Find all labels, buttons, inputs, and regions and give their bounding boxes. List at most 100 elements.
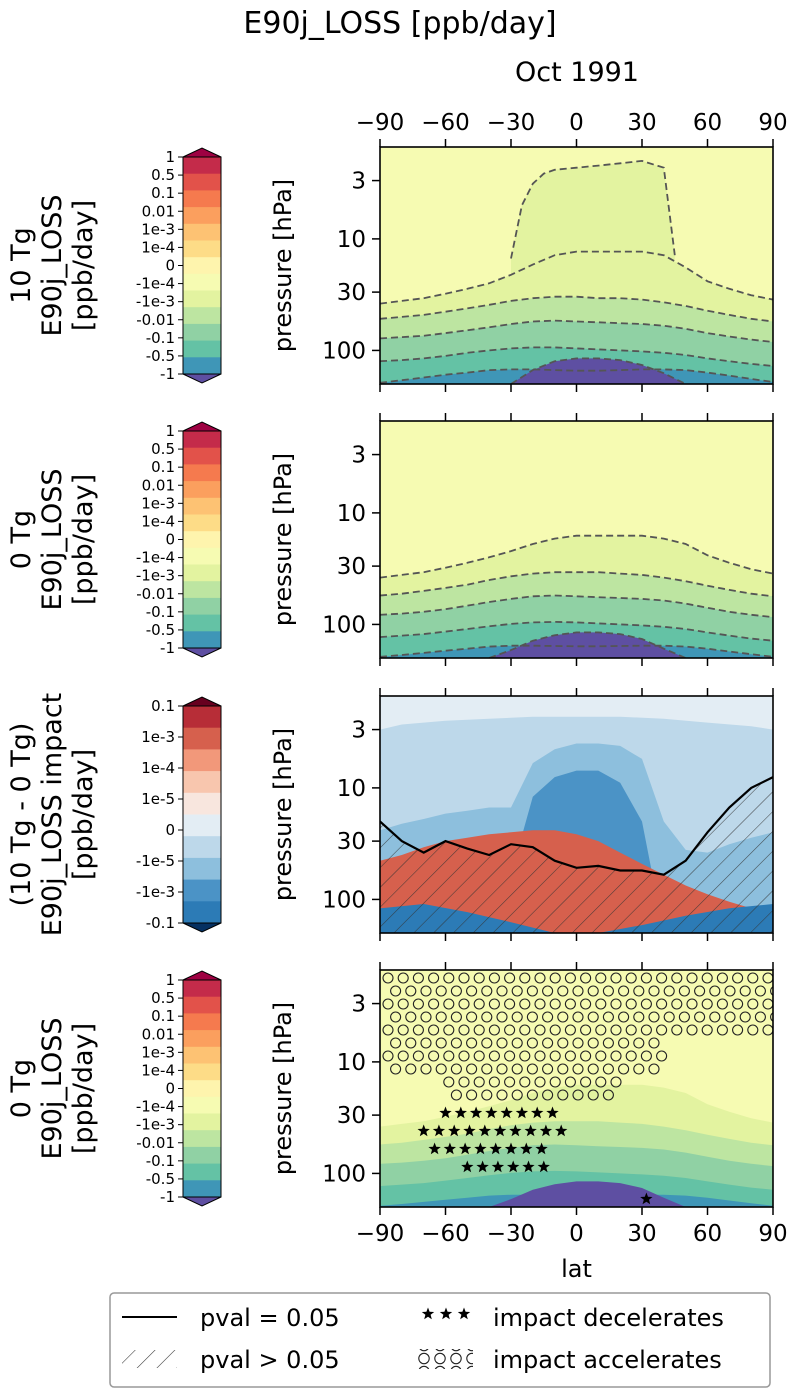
accelerate-marker [595, 1024, 607, 1036]
decelerate-marker [500, 1106, 513, 1119]
y-tick-label: 10 [337, 227, 366, 253]
legend-label-pval-hatch: pval > 0.05 [200, 1346, 340, 1374]
colorbar-tick-label: -0.1 [146, 914, 175, 932]
colorbar-level [183, 273, 221, 291]
figure-title: E90j_LOSS [ppb/day] [243, 6, 556, 41]
accelerate-marker [473, 1050, 485, 1062]
accelerate-marker [724, 1011, 736, 1023]
accelerate-marker [618, 1037, 630, 1049]
row-label-line: E90j_LOSS [37, 468, 68, 610]
decelerate-marker [531, 1106, 544, 1119]
accelerate-marker [466, 1089, 478, 1101]
accelerate-marker [602, 1089, 614, 1101]
accelerate-marker [435, 1063, 447, 1075]
panel-3-plot-area [380, 696, 773, 933]
decelerate-marker [535, 1142, 548, 1155]
accelerate-marker [473, 1076, 485, 1088]
legend-star-swatch [421, 1307, 471, 1320]
accelerate-marker [762, 972, 773, 984]
accelerate-marker [473, 998, 485, 1010]
accelerate-marker [481, 985, 493, 997]
accelerate-marker [678, 1011, 690, 1023]
legend-circle-swatch [418, 1349, 473, 1369]
accelerate-marker [633, 1063, 645, 1075]
decelerate-marker [507, 1160, 520, 1173]
accelerate-marker [732, 972, 744, 984]
accelerate-marker [580, 1024, 592, 1036]
colorbar-level [183, 307, 221, 325]
colorbar-level [183, 431, 221, 449]
accelerate-marker [496, 1011, 508, 1023]
colorbar-level [183, 836, 221, 859]
accelerate-marker [686, 998, 698, 1010]
accelerate-marker [420, 1011, 432, 1023]
panel-3-colorbar: 0.1 1e-3 1e-4 1e-5 0 -1e-5 -1e-3 -0.1 [136, 696, 222, 933]
colorbar-tick-label: -1e-3 [136, 1116, 175, 1134]
accelerate-marker [724, 985, 736, 997]
accelerate-marker [739, 985, 751, 997]
colorbar-tick-label: 0.5 [151, 989, 175, 1007]
accelerate-marker [458, 972, 470, 984]
decelerate-marker [428, 1142, 441, 1155]
accelerate-marker [770, 986, 773, 996]
accelerate-marker [412, 972, 424, 984]
accelerate-marker [504, 998, 516, 1010]
colorbar-tick-label: 1e-3 [141, 494, 175, 512]
accelerate-marker [519, 1076, 531, 1088]
x-tick-label-top: 30 [627, 110, 656, 136]
colorbar-extend-bottom [182, 373, 222, 384]
region-level-neg1-core [489, 1181, 686, 1207]
decelerate-marker [555, 1124, 568, 1137]
accelerate-marker [678, 985, 690, 997]
colorbar-extend-top [182, 970, 222, 981]
accelerate-marker [580, 1076, 592, 1088]
accelerate-marker [595, 1050, 607, 1062]
accelerate-marker [747, 1024, 759, 1036]
accelerate-marker [420, 985, 432, 997]
accelerate-marker [549, 972, 561, 984]
accelerate-marker [595, 1076, 607, 1088]
accelerate-marker [397, 998, 409, 1010]
accelerate-marker [428, 998, 440, 1010]
colorbar-tick-label: -1e-4 [136, 275, 175, 293]
accelerate-marker [504, 1050, 516, 1062]
accelerates-markers [382, 972, 773, 1101]
panel-3-row-label: (10 Tg - 0 Tg) E90j_LOSS impact [ppb/day] [6, 693, 99, 937]
accelerate-marker [549, 1024, 561, 1036]
panel-2-y-ticks: 3 10 30 100 [322, 443, 380, 638]
accelerate-marker [504, 1076, 516, 1088]
colorbar-level [183, 173, 221, 191]
panel-1-x-ticks: −90 −60 −30 0 30 60 90 [356, 110, 788, 392]
colorbar-tick-label: -0.5 [146, 1170, 175, 1188]
colorbar-tick-label: 1 [165, 422, 175, 440]
colorbar-tick-label: -0.5 [146, 347, 175, 365]
accelerate-marker [610, 1076, 622, 1088]
accelerate-marker [496, 1037, 508, 1049]
legend: pval = 0.05 pval > 0.05 impact decelerat… [109, 1292, 771, 1388]
accelerate-marker [504, 1024, 516, 1036]
y-tick-label: 3 [351, 169, 366, 195]
y-tick-label: 10 [337, 776, 366, 802]
decelerate-marker [537, 1160, 550, 1173]
accelerate-marker [747, 972, 759, 984]
accelerate-marker [602, 1037, 614, 1049]
colorbar-extend-bottom [182, 922, 222, 933]
colorbar-level [183, 497, 221, 515]
panel-4-row-label: 0 Tg E90j_LOSS [ppb/day] [6, 1017, 99, 1159]
accelerate-marker [496, 1089, 508, 1101]
accelerate-marker [602, 1063, 614, 1075]
accelerate-marker [671, 972, 683, 984]
accelerate-marker [526, 1063, 538, 1075]
accelerate-marker [428, 1024, 440, 1036]
colorbar-frame [182, 705, 222, 924]
row-label-line: [ppb/day] [68, 200, 99, 331]
accelerate-marker [443, 998, 455, 1010]
legend-star [457, 1307, 471, 1320]
accelerate-marker [610, 972, 622, 984]
accelerate-marker [754, 1011, 766, 1023]
colorbar-tick-label: 0.01 [142, 476, 175, 494]
accelerate-marker [716, 998, 728, 1010]
colorbar-level [183, 207, 221, 225]
colorbar-level [183, 996, 221, 1014]
y-tick-label: 3 [351, 443, 366, 469]
